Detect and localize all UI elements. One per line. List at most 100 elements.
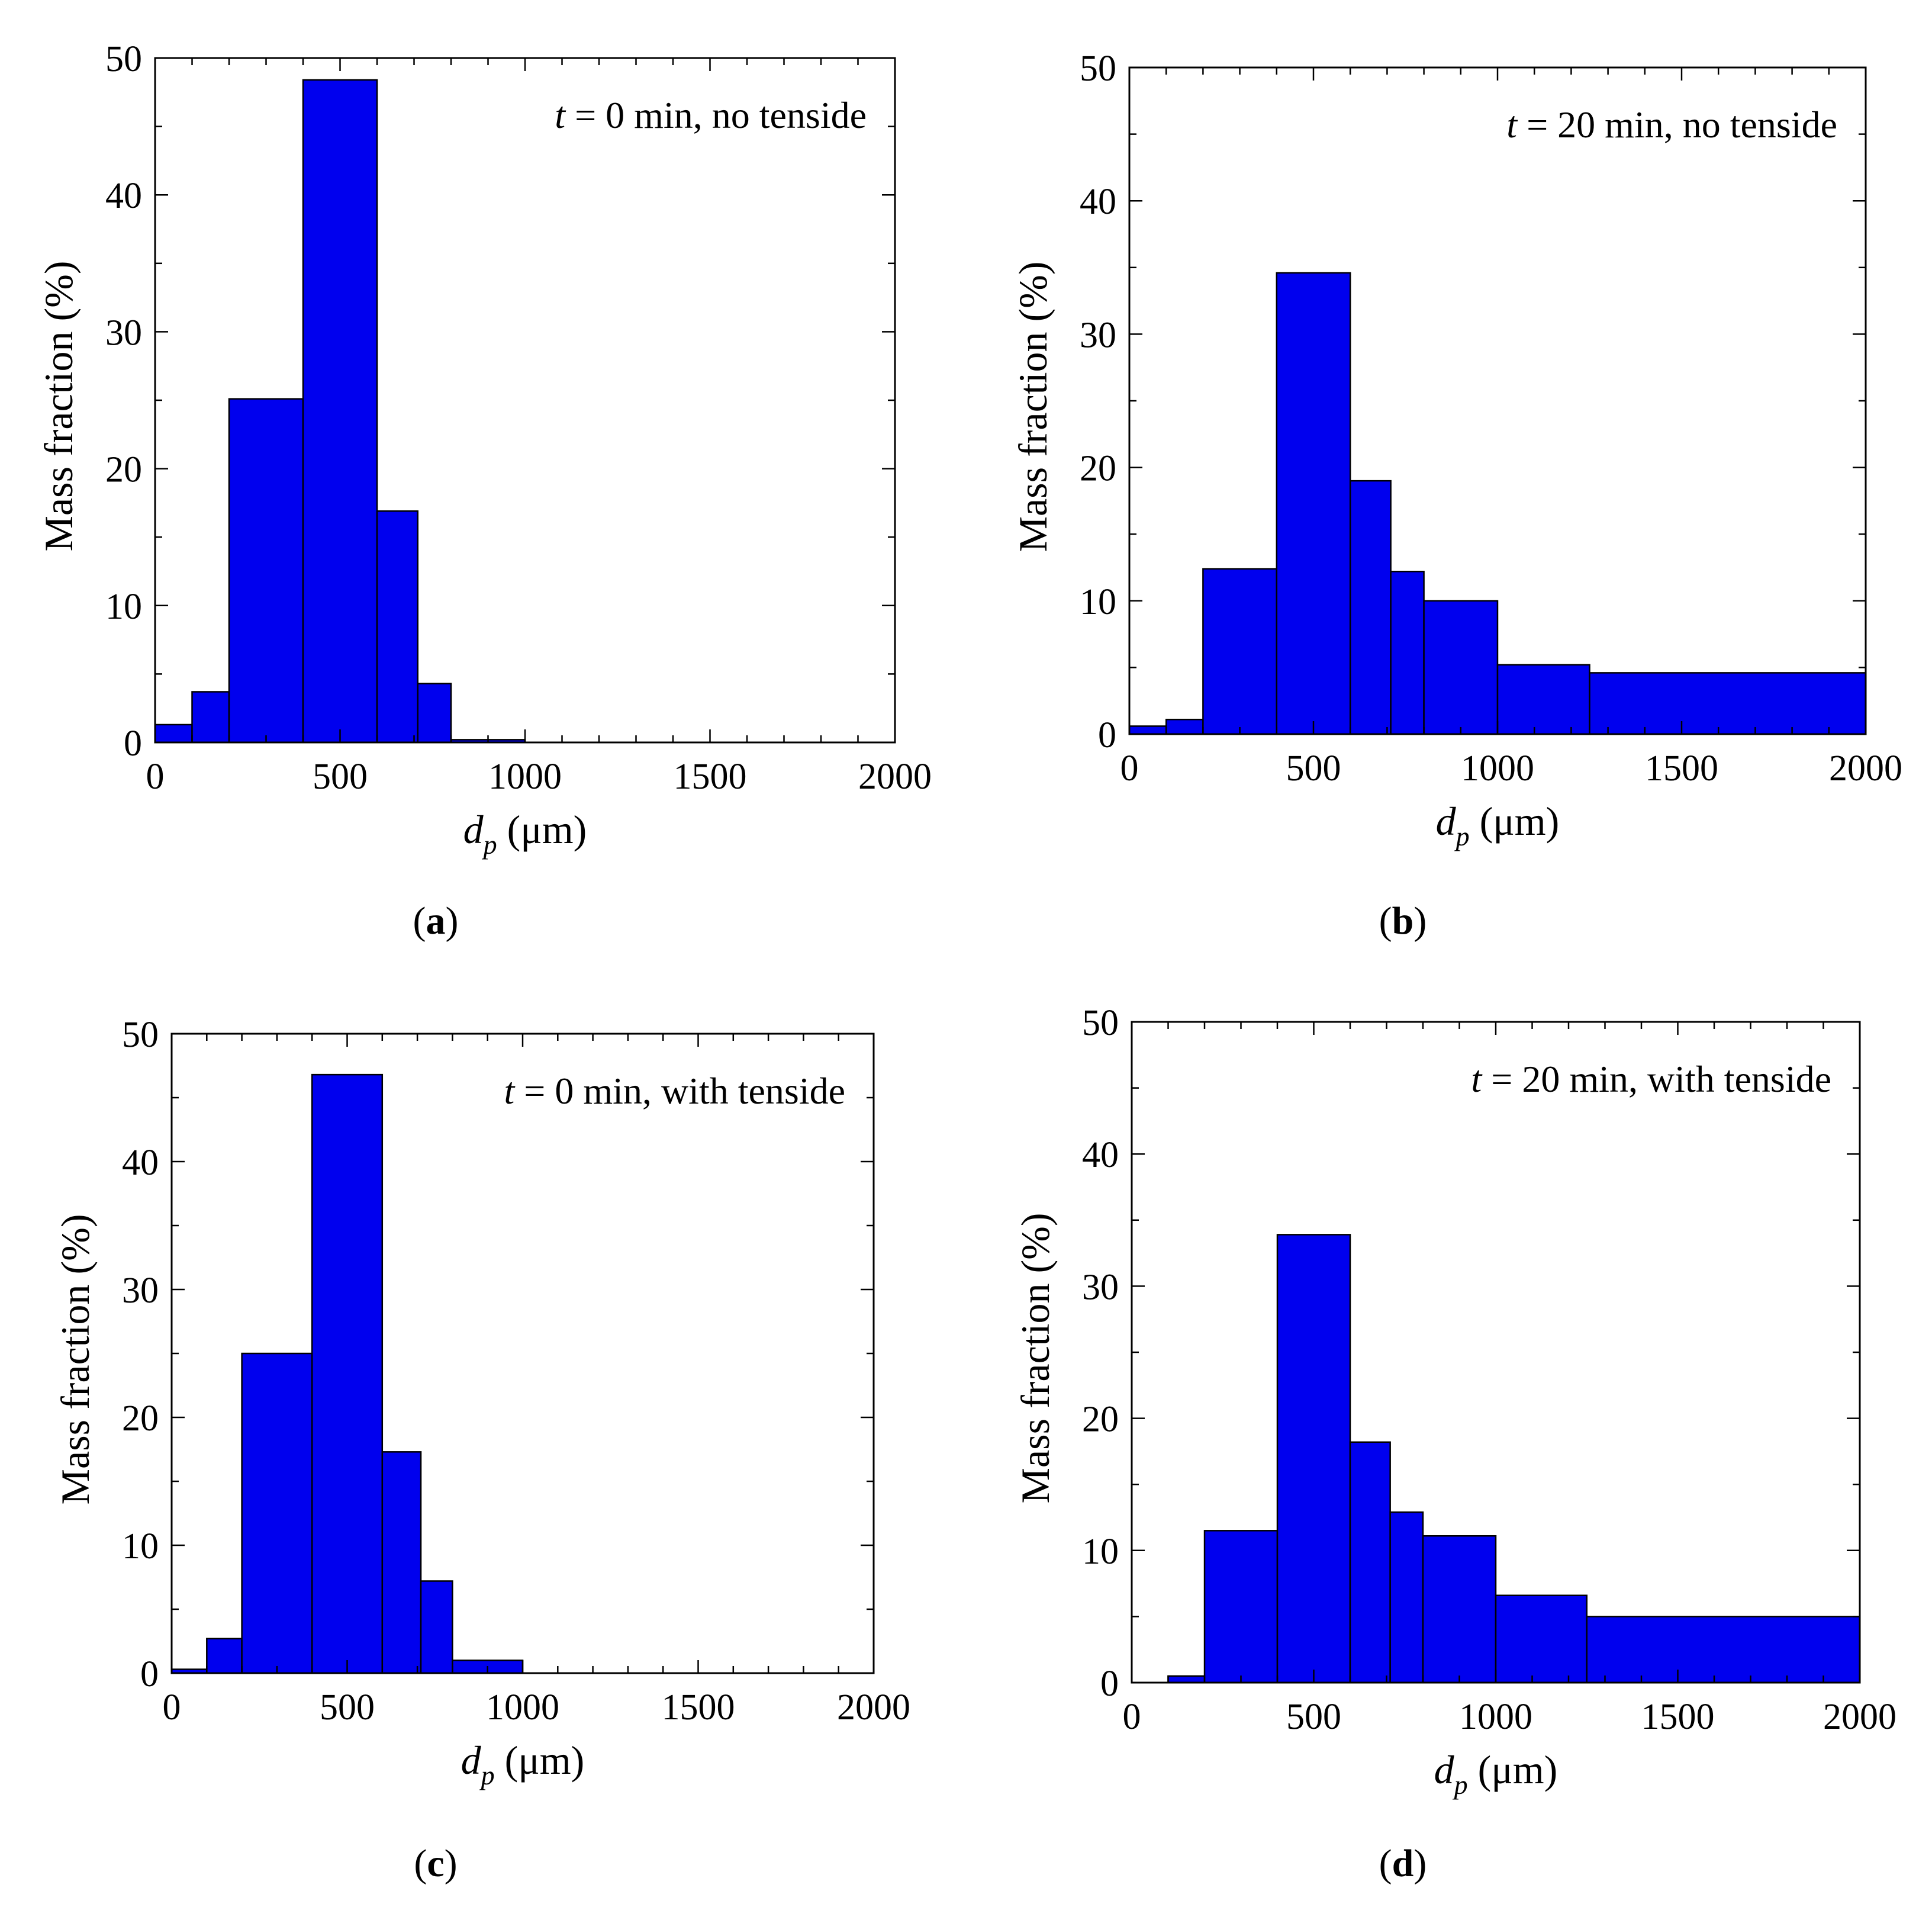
bar-b-1 [1165, 718, 1204, 735]
x-axis-label-a: dp (μm) [463, 807, 587, 860]
ticks-c [170, 1033, 875, 1674]
title-bg-a [548, 91, 874, 140]
x-tick-label-d-1: 500 [1286, 1697, 1341, 1737]
y-tick-label-d-2: 20 [1082, 1400, 1119, 1440]
y-tick-label-c-1: 10 [122, 1526, 159, 1567]
x-tick-label-d-0: 0 [1123, 1697, 1141, 1737]
bar-d-1 [1167, 1675, 1206, 1684]
x-tick-label-c-3: 1500 [662, 1687, 735, 1728]
x-tick-label-a-3: 1500 [674, 757, 747, 797]
x-tick-label-a-2: 1000 [488, 757, 562, 797]
bar-a-5 [417, 683, 452, 744]
title-bg-c [497, 1066, 852, 1115]
y-tick-label-d-1: 10 [1082, 1532, 1119, 1572]
y-tick-label-a-3: 30 [105, 313, 142, 353]
bar-d-2 [1203, 1530, 1279, 1684]
y-tick-label-a-1: 10 [105, 587, 142, 627]
x-tick-label-b-4: 2000 [1829, 748, 1902, 789]
x-tick-label-b-1: 500 [1286, 748, 1341, 789]
x-axis-label-c: dp (μm) [461, 1738, 585, 1790]
x-tick-label-d-3: 1500 [1641, 1697, 1715, 1737]
bar-c-3 [311, 1073, 384, 1674]
x-tick-label-d-4: 2000 [1823, 1697, 1896, 1737]
y-tick-label-d-4: 40 [1082, 1135, 1119, 1175]
y-tick-label-c-5: 50 [122, 1015, 159, 1055]
chart-panel-c: 0 500 1000 1500 2000 0 10 20 30 40 50 Mass fraction… [53, 1015, 910, 1790]
bar-a-4 [376, 510, 418, 744]
y-axis-label-d: Mass fraction (%) [1013, 1213, 1058, 1504]
bar-b-0 [1128, 725, 1167, 735]
x-tick-label-a-4: 2000 [858, 757, 932, 797]
chart-title-d: t = 20 min, with tenside [1471, 1058, 1832, 1100]
x-tick-label-c-2: 1000 [486, 1687, 559, 1728]
y-tick-label-d-3: 30 [1082, 1267, 1119, 1307]
x-tick-label-c-1: 500 [320, 1687, 375, 1728]
bar-b-4 [1349, 480, 1392, 735]
y-axis-label-b: Mass fraction (%) [1010, 262, 1055, 552]
x-tick-label-b-0: 0 [1120, 748, 1139, 789]
panel-label-b: (b) [1379, 899, 1427, 943]
bar-b-5 [1390, 571, 1425, 735]
title-bg-d [1464, 1054, 1838, 1104]
chart-panel-b: 0 500 1000 1500 2000 0 10 20 30 40 50 Mass fraction… [1010, 49, 1902, 851]
bar-b-3 [1276, 272, 1351, 735]
ticks-d [1131, 1021, 1861, 1684]
y-tick-label-c-0: 0 [140, 1654, 159, 1694]
bar-c-1 [206, 1638, 243, 1674]
bar-c-4 [381, 1451, 422, 1674]
y-axis-label-c: Mass fraction (%) [53, 1214, 98, 1505]
y-tick-label-b-4: 40 [1080, 182, 1116, 222]
bar-d-4 [1349, 1441, 1391, 1684]
bar-b-8 [1589, 672, 1867, 735]
y-tick-label-a-5: 50 [105, 39, 142, 79]
bar-c-2 [241, 1352, 313, 1674]
y-tick-label-b-5: 50 [1080, 49, 1116, 89]
bar-d-8 [1586, 1616, 1861, 1684]
ticks-a [154, 57, 896, 744]
x-tick-label-c-4: 2000 [837, 1687, 910, 1728]
ticks-b [1128, 66, 1867, 735]
chart-title-c: t = 0 min, with tenside [504, 1070, 846, 1112]
bar-a-0 [154, 723, 193, 744]
bar-b-2 [1202, 568, 1278, 735]
bar-d-3 [1276, 1234, 1351, 1684]
panel-label-c: (c) [414, 1842, 458, 1885]
bar-d-6 [1422, 1535, 1497, 1684]
panel-label-a: (a) [413, 899, 459, 943]
chart-panel-a: 0 500 1000 1500 2000 0 10 20 30 40 50 Mass fraction… [36, 39, 932, 860]
title-bg-b [1499, 100, 1844, 149]
y-tick-label-a-4: 40 [105, 176, 142, 216]
x-tick-label-b-2: 1000 [1461, 748, 1534, 789]
chart-title-b: t = 20 min, no tenside [1506, 104, 1837, 146]
y-tick-label-b-0: 0 [1098, 715, 1116, 755]
y-tick-label-c-3: 30 [122, 1271, 159, 1311]
y-tick-label-a-2: 20 [105, 450, 142, 490]
bar-a-3 [302, 79, 378, 744]
bar-d-5 [1389, 1511, 1424, 1684]
x-tick-label-c-0: 0 [163, 1687, 181, 1728]
y-tick-label-d-0: 0 [1100, 1664, 1119, 1704]
x-axis-label-d: dp (μm) [1434, 1747, 1558, 1800]
bar-a-2 [228, 398, 304, 744]
y-tick-label-b-2: 20 [1080, 449, 1116, 489]
bar-a-1 [191, 691, 230, 744]
y-tick-label-c-4: 40 [122, 1143, 159, 1183]
y-tick-label-a-0: 0 [124, 723, 142, 764]
y-tick-label-b-1: 10 [1080, 582, 1116, 622]
y-tick-label-c-2: 20 [122, 1398, 159, 1439]
y-tick-label-b-3: 30 [1080, 315, 1116, 355]
bar-b-6 [1423, 600, 1499, 735]
x-tick-label-a-1: 500 [313, 757, 368, 797]
y-axis-label-a: Mass fraction (%) [36, 261, 81, 552]
x-tick-label-b-3: 1500 [1645, 748, 1718, 789]
bar-d-7 [1495, 1594, 1588, 1684]
chart-panel-d: 0 500 1000 1500 2000 0 10 20 30 40 50 Mass fraction… [1013, 1003, 1896, 1800]
bar-b-7 [1496, 664, 1590, 735]
x-tick-label-a-0: 0 [146, 757, 165, 797]
x-axis-label-b: dp (μm) [1436, 799, 1560, 851]
y-tick-label-d-5: 50 [1082, 1003, 1119, 1043]
bar-c-5 [420, 1580, 453, 1674]
chart-title-a: t = 0 min, no tenside [555, 94, 867, 136]
